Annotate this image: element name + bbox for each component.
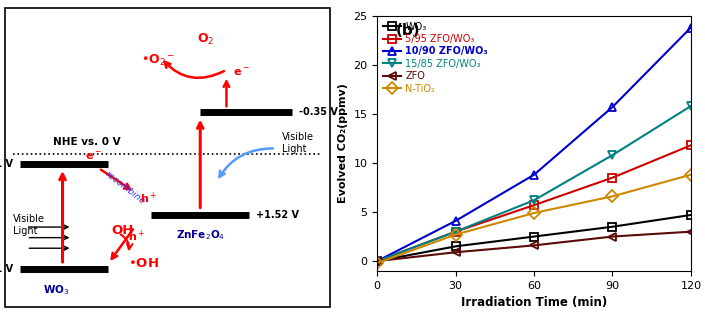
15/85 ZFO/WO₃ [373, 259, 381, 263]
Text: e$^-$: e$^-$ [233, 67, 250, 78]
Legend: WO₃, 5/95 ZFO/WO₃, 10/90 ZFO/WO₃, 15/85 ZFO/WO₃, ZFO, N-TiO₂: WO₃, 5/95 ZFO/WO₃, 10/90 ZFO/WO₃, 15/85 … [379, 18, 492, 98]
Text: Light: Light [13, 226, 38, 236]
5/95 ZFO/WO₃ [530, 203, 539, 207]
Line: N-TiO₂: N-TiO₂ [373, 170, 695, 267]
5/95 ZFO/WO₃ [687, 143, 695, 147]
10/90 ZFO/WO₃ [687, 26, 695, 29]
N-TiO₂ [373, 261, 381, 265]
Text: recombine: recombine [104, 169, 147, 206]
WO₃ [373, 259, 381, 263]
Line: 5/95 ZFO/WO₃: 5/95 ZFO/WO₃ [373, 141, 695, 265]
Text: (b): (b) [396, 23, 421, 38]
Line: WO₃: WO₃ [373, 211, 695, 265]
ZFO [608, 235, 617, 238]
N-TiO₂ [451, 233, 460, 237]
Text: +1.52 V: +1.52 V [256, 210, 299, 220]
Text: Light: Light [282, 145, 307, 154]
Text: e$^-$: e$^-$ [85, 151, 102, 162]
Text: -0.35 V: -0.35 V [299, 107, 338, 117]
Text: WO$_3$: WO$_3$ [43, 283, 69, 297]
10/90 ZFO/WO₃ [373, 259, 381, 263]
Text: h$^+$: h$^+$ [128, 228, 145, 244]
N-TiO₂ [530, 211, 539, 215]
ZFO [373, 259, 381, 263]
15/85 ZFO/WO₃ [608, 153, 617, 157]
10/90 ZFO/WO₃ [608, 105, 617, 109]
N-TiO₂ [608, 194, 617, 198]
5/95 ZFO/WO₃ [608, 176, 617, 180]
WO₃ [530, 235, 539, 238]
Text: ZnFe$_2$O$_4$: ZnFe$_2$O$_4$ [176, 229, 225, 242]
15/85 ZFO/WO₃ [687, 104, 695, 108]
X-axis label: Irradiation Time (min): Irradiation Time (min) [461, 296, 607, 309]
Text: +0.01 V: +0.01 V [0, 158, 13, 169]
Line: 15/85 ZFO/WO₃: 15/85 ZFO/WO₃ [373, 102, 695, 265]
Text: h$^+$: h$^+$ [140, 191, 157, 206]
Text: NHE vs. 0 V: NHE vs. 0 V [53, 137, 121, 147]
Text: O$_2$: O$_2$ [197, 32, 214, 47]
5/95 ZFO/WO₃ [451, 230, 460, 233]
Text: OH: OH [111, 224, 134, 237]
WO₃ [608, 225, 617, 229]
Text: $•$O$_2$$^-$: $•$O$_2$$^-$ [141, 53, 176, 68]
10/90 ZFO/WO₃ [530, 173, 539, 177]
WO₃ [451, 244, 460, 248]
Y-axis label: Evolved CO₂(ppmv): Evolved CO₂(ppmv) [338, 83, 348, 203]
ZFO [451, 250, 460, 254]
Line: ZFO: ZFO [373, 227, 695, 265]
Line: 10/90 ZFO/WO₃: 10/90 ZFO/WO₃ [373, 23, 695, 265]
15/85 ZFO/WO₃ [530, 198, 539, 202]
Text: Visible: Visible [13, 214, 45, 224]
WO₃ [687, 213, 695, 217]
5/95 ZFO/WO₃ [373, 259, 381, 263]
Text: +2.81 V: +2.81 V [0, 264, 13, 274]
ZFO [687, 230, 695, 233]
N-TiO₂ [687, 173, 695, 177]
10/90 ZFO/WO₃ [451, 219, 460, 223]
ZFO [530, 243, 539, 247]
Text: Visible: Visible [282, 132, 314, 142]
Text: $•$OH: $•$OH [128, 257, 159, 270]
15/85 ZFO/WO₃ [451, 230, 460, 233]
